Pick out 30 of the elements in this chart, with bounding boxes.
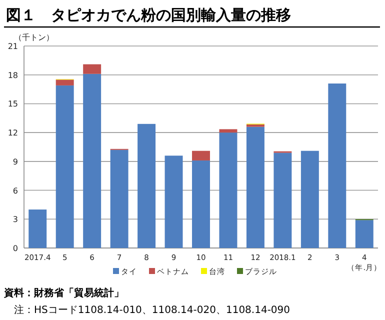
y-axis-title: （千トン） — [14, 33, 54, 42]
bar — [219, 129, 238, 133]
chart-title: 図１ タピオカでん粉の国別輸入量の推移 — [6, 6, 291, 24]
bar — [246, 124, 264, 127]
bar — [274, 152, 292, 248]
bar — [192, 150, 210, 160]
y-tick-label: 3 — [12, 215, 18, 224]
bar — [56, 80, 74, 86]
y-tick-label: 0 — [12, 244, 18, 253]
y-tick-label: 15 — [8, 100, 18, 109]
bar — [28, 210, 47, 248]
bar — [56, 85, 74, 248]
bar — [110, 150, 128, 248]
bar — [83, 74, 102, 248]
bar — [192, 160, 210, 248]
y-tick-label: 12 — [8, 128, 18, 138]
bar — [246, 126, 264, 248]
bar — [300, 150, 319, 248]
y-tick-label: 21 — [8, 42, 18, 51]
bar — [355, 220, 374, 248]
y-tick-label: 9 — [12, 157, 18, 166]
bar — [138, 124, 156, 248]
y-tick-label: 18 — [8, 70, 18, 80]
text: 注：HSコード1108.14-010、1108.14-020、1108.14-090 — [14, 304, 290, 316]
bar — [219, 132, 238, 248]
y-tick-label: 6 — [12, 186, 18, 196]
bar — [328, 84, 346, 248]
bar — [164, 156, 183, 248]
text: 資料：財務省「貿易統計」 — [3, 287, 124, 299]
bar — [83, 64, 102, 74]
